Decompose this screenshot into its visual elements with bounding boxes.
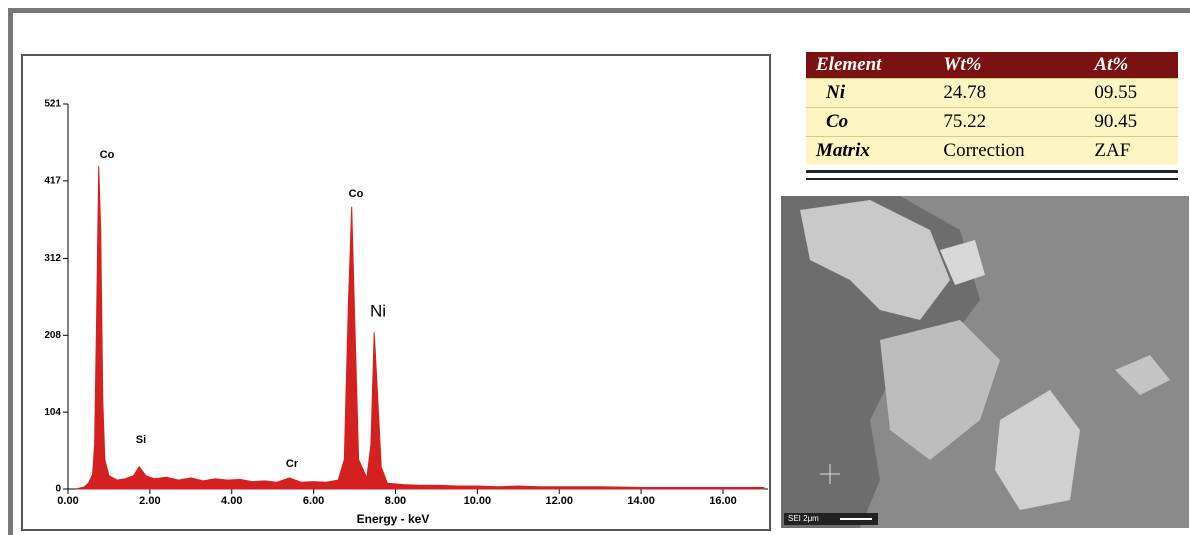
- peak-label: Cr: [286, 458, 299, 470]
- y-tick-label: 0: [55, 484, 61, 495]
- y-tick-label: 208: [44, 330, 61, 341]
- spectrum-area: [76, 166, 765, 490]
- sem-image: SEI 2μm: [781, 196, 1189, 528]
- table-row: Matrix Correction ZAF: [806, 136, 1178, 165]
- cell: Co: [806, 107, 934, 137]
- chart-frame: [21, 54, 771, 531]
- x-tick-label: 4.00: [221, 495, 242, 507]
- header-cell: At%: [1084, 52, 1178, 79]
- image-grain: [1115, 355, 1170, 395]
- peak-label: Co: [349, 188, 364, 200]
- y-tick-label: 104: [44, 407, 61, 418]
- cell: 75.22: [933, 107, 1085, 137]
- cell: 09.55: [1084, 78, 1178, 108]
- x-tick-label: 2.00: [139, 495, 160, 507]
- cell: Correction: [933, 136, 1085, 165]
- y-tick-label: 417: [44, 175, 61, 186]
- left-border: [8, 8, 13, 535]
- top-border: [10, 8, 1190, 13]
- x-tick-label: 12.00: [545, 495, 573, 507]
- cell: 24.78: [933, 78, 1085, 108]
- image-grain: [800, 200, 950, 320]
- x-tick-label: 16.00: [709, 495, 737, 507]
- cell: Matrix: [806, 136, 934, 165]
- table-header: Element Wt% At%: [806, 52, 1178, 79]
- x-tick-label: 10.00: [464, 495, 492, 507]
- y-tick-label: 521: [44, 99, 61, 110]
- header-cell: Element: [806, 52, 934, 79]
- x-axis-label: Energy - keV: [357, 512, 430, 526]
- table-row: Co 75.22 90.45: [806, 107, 1178, 137]
- x-tick-label: 0.00: [57, 495, 78, 507]
- cell: ZAF: [1084, 136, 1178, 165]
- peak-label: Co: [100, 149, 115, 161]
- composition-table: Element Wt% At% Ni 24.78 09.55 Co 75.22 …: [806, 52, 1178, 165]
- cell: Ni: [806, 78, 934, 108]
- image-grain: [940, 240, 985, 285]
- x-tick-label: 6.00: [303, 495, 324, 507]
- scale-label: SEI 2μm: [788, 514, 819, 523]
- peak-label: Ni: [370, 301, 386, 320]
- scale-bar-box: [784, 513, 878, 525]
- table-row: Ni 24.78 09.55: [806, 78, 1178, 108]
- x-tick-label: 14.00: [627, 495, 655, 507]
- header-cell: Wt%: [933, 52, 1085, 79]
- image-grain: [880, 320, 1000, 460]
- cell: 90.45: [1084, 107, 1178, 137]
- table-rule: [806, 170, 1178, 180]
- image-grain: [995, 390, 1080, 510]
- y-tick-label: 312: [44, 253, 61, 264]
- x-tick-label: 8.00: [385, 495, 406, 507]
- peak-label: Si: [136, 434, 146, 446]
